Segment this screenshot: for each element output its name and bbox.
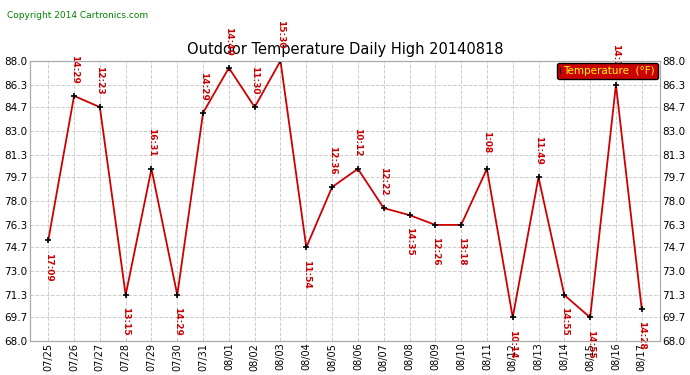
Legend: Temperature  (°F): Temperature (°F) bbox=[557, 63, 658, 79]
Text: Copyright 2014 Cartronics.com: Copyright 2014 Cartronics.com bbox=[7, 11, 148, 20]
Text: 14:55: 14:55 bbox=[586, 330, 595, 358]
Text: 1:08: 1:08 bbox=[482, 131, 491, 153]
Text: 16:31: 16:31 bbox=[147, 128, 156, 156]
Text: 14:28: 14:28 bbox=[638, 321, 647, 350]
Title: Outdoor Temperature Daily High 20140818: Outdoor Temperature Daily High 20140818 bbox=[187, 42, 503, 57]
Text: 13:18: 13:18 bbox=[457, 237, 466, 266]
Text: 11:49: 11:49 bbox=[534, 136, 543, 165]
Text: 14:29: 14:29 bbox=[172, 307, 181, 336]
Text: 17:09: 17:09 bbox=[43, 253, 52, 281]
Text: 10:14: 10:14 bbox=[509, 330, 518, 358]
Text: 12:26: 12:26 bbox=[431, 237, 440, 266]
Text: 14:15: 14:15 bbox=[611, 44, 620, 72]
Text: 12:22: 12:22 bbox=[380, 167, 388, 196]
Text: 10:12: 10:12 bbox=[353, 128, 362, 156]
Text: 14:55: 14:55 bbox=[560, 307, 569, 336]
Text: 12:36: 12:36 bbox=[328, 146, 337, 175]
Text: 11:54: 11:54 bbox=[302, 260, 310, 288]
Text: 14:29: 14:29 bbox=[199, 72, 208, 100]
Text: 14:49: 14:49 bbox=[224, 27, 233, 56]
Text: 11:30: 11:30 bbox=[250, 66, 259, 95]
Text: 14:35: 14:35 bbox=[405, 227, 414, 256]
Text: 14:29: 14:29 bbox=[70, 55, 79, 84]
Text: 13:15: 13:15 bbox=[121, 308, 130, 336]
Text: 15:30: 15:30 bbox=[276, 20, 285, 48]
Text: 12:23: 12:23 bbox=[95, 66, 104, 95]
